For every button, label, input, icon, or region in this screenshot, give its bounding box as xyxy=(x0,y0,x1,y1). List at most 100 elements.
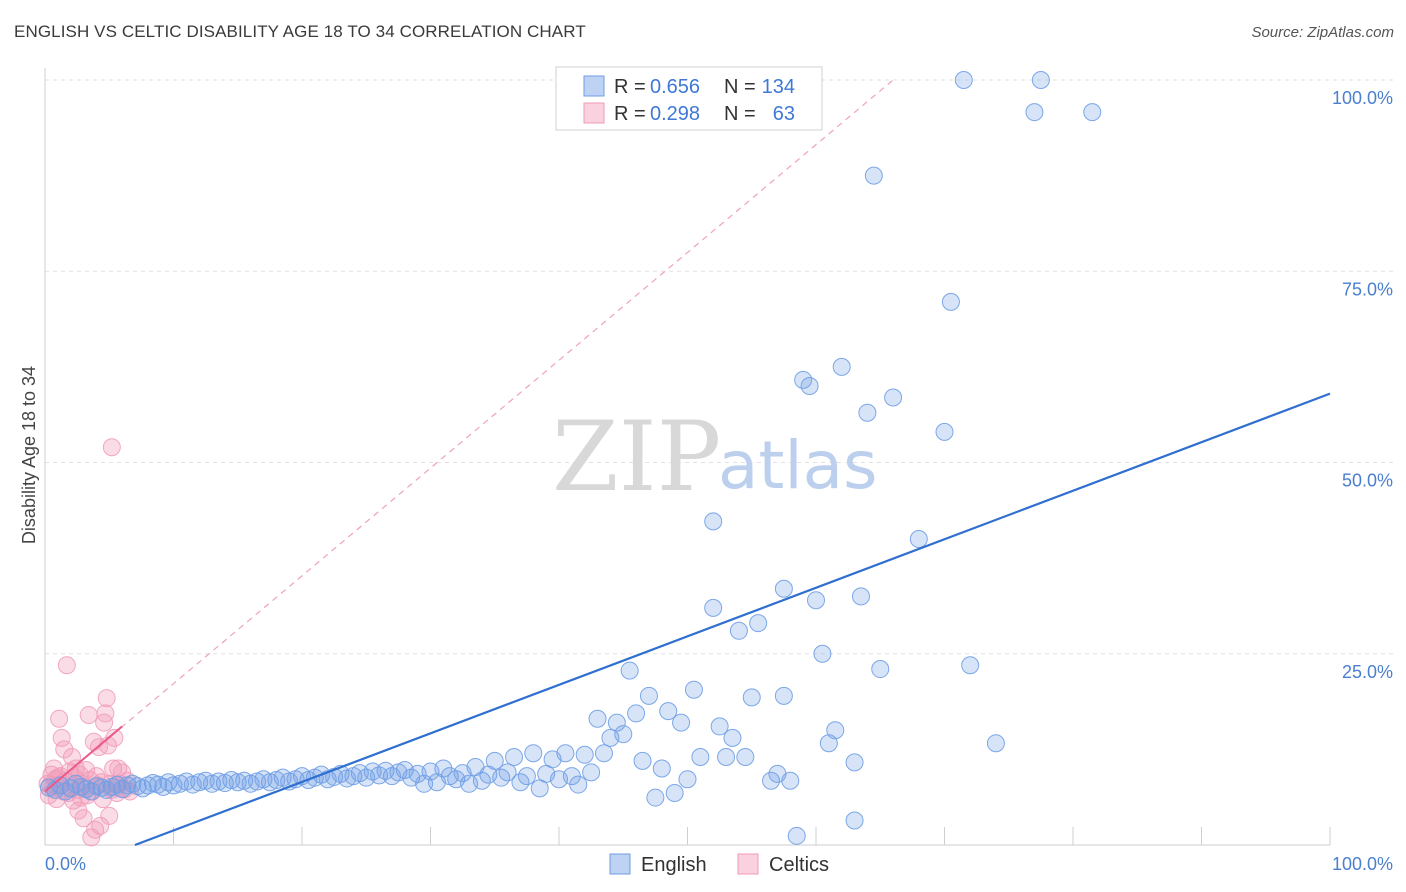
y-axis-label: Disability Age 18 to 34 xyxy=(19,366,39,544)
english-point xyxy=(807,591,825,610)
english-point xyxy=(639,686,658,705)
english-point xyxy=(569,775,588,794)
bottom-legend-label-celtics: Celtics xyxy=(769,854,829,876)
english-point xyxy=(858,403,877,422)
x-tick-label-end: 100.0% xyxy=(1332,854,1393,874)
english-point xyxy=(954,71,973,89)
english-point xyxy=(659,702,678,721)
english-point xyxy=(826,721,845,740)
english-point xyxy=(813,644,832,663)
celtics-point xyxy=(57,656,76,675)
english-point xyxy=(742,688,761,707)
chart-title: ENGLISH VS CELTIC DISABILITY AGE 18 TO 3… xyxy=(14,22,586,41)
bottom-legend-swatch-english xyxy=(609,853,631,875)
english-point xyxy=(935,422,954,441)
legend-r-label: R = xyxy=(614,103,646,125)
trendlines xyxy=(44,79,1331,847)
celtics-point xyxy=(77,761,96,780)
english-point xyxy=(961,656,980,675)
legend-frame xyxy=(555,66,823,131)
celtics-point xyxy=(62,748,81,767)
english-point xyxy=(370,766,389,785)
english-point xyxy=(665,783,684,802)
english-point xyxy=(672,713,691,732)
english-point xyxy=(652,759,671,778)
english-point xyxy=(704,598,723,617)
english-point xyxy=(691,748,710,767)
english-point xyxy=(851,587,870,606)
english-point xyxy=(524,744,543,763)
english-point xyxy=(556,744,575,763)
english-point xyxy=(717,748,736,767)
celtics-point xyxy=(100,806,119,825)
english-point xyxy=(781,771,800,790)
english-point xyxy=(774,579,793,598)
english-point xyxy=(133,779,152,798)
english-point xyxy=(97,780,116,799)
english-point xyxy=(434,759,453,778)
y-tick-label: 25.0% xyxy=(1342,662,1393,682)
celtics-point xyxy=(74,809,93,828)
celtics-point xyxy=(95,713,114,732)
english-point xyxy=(633,751,652,770)
english-trendline xyxy=(134,392,1331,847)
y-tick-labels: 25.0% 50.0% 75.0% 100.0% xyxy=(1332,88,1393,682)
english-point xyxy=(736,748,755,767)
english-point xyxy=(986,734,1005,753)
english-point xyxy=(678,770,697,789)
x-tick-label-start: 0.0% xyxy=(45,854,86,874)
watermark-atlas: atlas xyxy=(718,427,878,504)
celtics-trendline xyxy=(44,725,123,793)
english-point xyxy=(646,788,665,807)
english-point xyxy=(1031,71,1050,89)
english-point xyxy=(209,772,228,791)
legend-box: R = 0.656 N = 134 R = 0.298 N = 63 xyxy=(555,66,823,131)
legend-swatch-celtics xyxy=(583,102,605,124)
english-point xyxy=(774,686,793,705)
watermark-zip: ZIP xyxy=(552,401,721,513)
celtics-points xyxy=(38,438,139,847)
y-tick-label: 75.0% xyxy=(1342,279,1393,299)
english-point xyxy=(710,717,729,736)
english-point xyxy=(871,660,890,679)
bottom-legend-swatch-celtics xyxy=(737,853,759,875)
y-tick-label: 50.0% xyxy=(1342,471,1393,491)
legend-r-value: 0.298 xyxy=(650,103,700,125)
english-point xyxy=(684,680,703,699)
english-point xyxy=(819,734,838,753)
english-point xyxy=(704,512,723,531)
legend-n-label: N = xyxy=(724,103,756,125)
celtics-point xyxy=(55,740,74,759)
celtics-point xyxy=(50,709,69,728)
english-point xyxy=(66,774,85,793)
english-point xyxy=(575,745,594,764)
legend-r-label: R = xyxy=(614,76,646,98)
english-point xyxy=(832,357,851,376)
english-point xyxy=(159,773,178,792)
english-point xyxy=(884,388,903,407)
celtics-point xyxy=(96,704,115,723)
english-point xyxy=(485,751,504,770)
english-point xyxy=(845,753,864,772)
english-point xyxy=(762,771,781,790)
x-tick-labels: 0.0% 100.0% xyxy=(45,854,1393,874)
english-points xyxy=(39,71,1102,845)
english-point xyxy=(350,764,369,783)
celtics-point xyxy=(52,728,71,747)
gridlines xyxy=(45,79,1394,655)
english-point xyxy=(1083,103,1102,122)
y-tick-label: 100.0% xyxy=(1332,88,1393,108)
legend-swatch-english xyxy=(583,75,605,97)
english-point xyxy=(505,748,524,767)
celtics-point xyxy=(91,816,110,835)
english-point xyxy=(594,744,613,763)
english-point xyxy=(729,621,748,640)
english-point xyxy=(787,826,806,845)
english-point xyxy=(498,763,517,782)
english-point xyxy=(228,773,247,792)
legend-n-label: N = xyxy=(724,76,756,98)
legend-r-value: 0.656 xyxy=(650,76,700,98)
english-point xyxy=(800,377,819,395)
bottom-legend-label-english: English xyxy=(641,854,707,876)
